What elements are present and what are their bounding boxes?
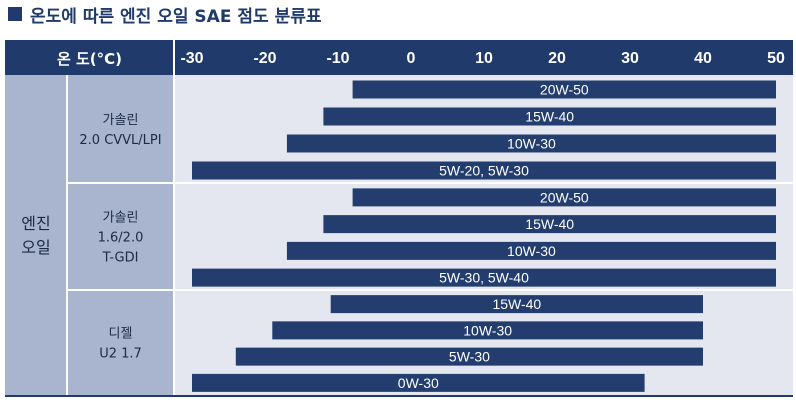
bar-label-2-3: 0W-30 bbox=[398, 375, 439, 391]
bar-2-1 bbox=[272, 321, 703, 340]
bar-0-1 bbox=[323, 107, 776, 126]
x-tick-label-8: 50 bbox=[767, 50, 785, 67]
bar-2-2 bbox=[235, 347, 704, 366]
bar-2-0 bbox=[330, 295, 703, 314]
bar-0-2 bbox=[286, 134, 776, 153]
group-label-0-line-1: 2.0 CVVL/LPI bbox=[79, 133, 161, 148]
bar-label-1-3: 5W-30, 5W-40 bbox=[439, 270, 529, 286]
x-tick-label-3: 0 bbox=[407, 50, 416, 67]
x-tick-label-4: 10 bbox=[475, 50, 493, 67]
bar-label-1-2: 10W-30 bbox=[507, 243, 556, 259]
x-tick-label-1: -20 bbox=[253, 50, 276, 67]
bar-label-0-2: 10W-30 bbox=[507, 136, 556, 152]
group-label-1-line-1: 1.6/2.0 bbox=[98, 231, 144, 246]
bar-label-0-1: 15W-40 bbox=[525, 109, 574, 125]
bar-0-0 bbox=[352, 80, 776, 99]
chart-title-block: 온도에 따른 엔진 오일 SAE 점도 분류표 bbox=[8, 2, 322, 27]
category-label-line-1: 오일 bbox=[21, 238, 50, 257]
bar-label-1-0: 20W-50 bbox=[540, 189, 589, 205]
chart-title: 온도에 따른 엔진 오일 SAE 점도 분류표 bbox=[30, 6, 322, 27]
bar-1-2 bbox=[286, 241, 776, 260]
group-label-1-line-0: 가솔린 bbox=[103, 211, 139, 226]
temperature-header-label: 온 도(°C) bbox=[57, 50, 122, 68]
bar-label-2-1: 10W-30 bbox=[463, 322, 512, 338]
bar-1-3 bbox=[192, 268, 776, 287]
bar-1-0 bbox=[352, 188, 776, 207]
plot-background bbox=[174, 75, 793, 395]
bar-label-2-0: 15W-40 bbox=[492, 296, 541, 312]
group-label-2-line-1: U2 1.7 bbox=[99, 347, 142, 362]
bar-2-3 bbox=[192, 373, 645, 392]
bar-label-2-2: 5W-30 bbox=[449, 349, 490, 365]
bar-label-1-1: 15W-40 bbox=[525, 216, 574, 232]
x-tick-label-7: 40 bbox=[694, 50, 712, 67]
label-column-background bbox=[5, 75, 174, 395]
group-label-1-line-2: T-GDI bbox=[102, 251, 139, 266]
x-tick-label-2: -10 bbox=[326, 50, 349, 67]
bar-1-1 bbox=[323, 215, 776, 234]
bar-label-0-3: 5W-20, 5W-30 bbox=[439, 163, 529, 179]
x-tick-label-0: -30 bbox=[180, 50, 203, 67]
bar-0-3 bbox=[192, 161, 776, 180]
x-tick-label-6: 30 bbox=[621, 50, 639, 67]
x-tick-label-5: 20 bbox=[548, 50, 566, 67]
title-square-icon bbox=[8, 7, 22, 21]
category-label-line-0: 엔진 bbox=[21, 214, 50, 233]
header-band bbox=[5, 40, 793, 75]
bar-label-0-0: 20W-50 bbox=[540, 82, 589, 98]
bottom-border bbox=[5, 395, 793, 397]
group-label-2-line-0: 디젤 bbox=[109, 327, 133, 342]
group-label-0-line-0: 가솔린 bbox=[103, 113, 139, 128]
